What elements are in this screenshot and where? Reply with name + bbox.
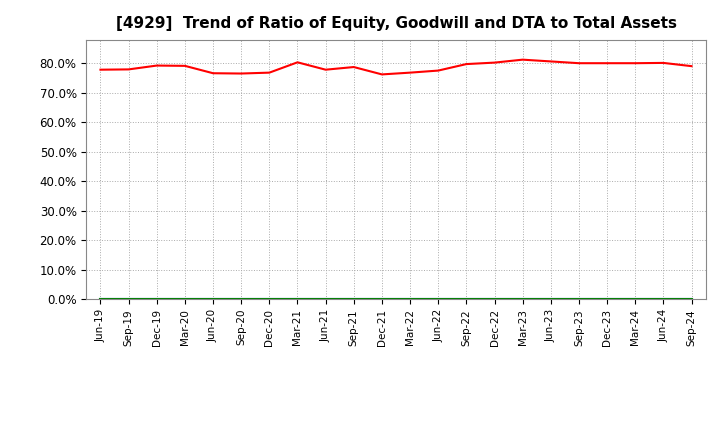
Goodwill bbox=[237, 297, 246, 302]
Equity bbox=[153, 63, 161, 68]
Equity bbox=[434, 68, 443, 73]
Equity bbox=[603, 61, 611, 66]
Deferred Tax Assets bbox=[603, 297, 611, 302]
Equity bbox=[321, 67, 330, 72]
Deferred Tax Assets bbox=[265, 297, 274, 302]
Deferred Tax Assets bbox=[125, 297, 133, 302]
Goodwill bbox=[518, 297, 527, 302]
Goodwill bbox=[546, 297, 555, 302]
Equity bbox=[490, 60, 499, 65]
Equity bbox=[265, 70, 274, 75]
Deferred Tax Assets bbox=[181, 297, 189, 302]
Deferred Tax Assets bbox=[659, 297, 667, 302]
Equity bbox=[462, 62, 471, 67]
Deferred Tax Assets bbox=[321, 297, 330, 302]
Title: [4929]  Trend of Ratio of Equity, Goodwill and DTA to Total Assets: [4929] Trend of Ratio of Equity, Goodwil… bbox=[115, 16, 677, 32]
Deferred Tax Assets bbox=[631, 297, 639, 302]
Equity bbox=[237, 71, 246, 76]
Deferred Tax Assets bbox=[687, 297, 696, 302]
Equity bbox=[349, 64, 358, 70]
Equity bbox=[209, 70, 217, 76]
Deferred Tax Assets bbox=[153, 297, 161, 302]
Equity bbox=[293, 60, 302, 65]
Line: Equity: Equity bbox=[101, 60, 691, 74]
Deferred Tax Assets bbox=[349, 297, 358, 302]
Equity bbox=[575, 61, 583, 66]
Goodwill bbox=[293, 297, 302, 302]
Equity bbox=[659, 60, 667, 66]
Equity bbox=[406, 70, 415, 75]
Deferred Tax Assets bbox=[293, 297, 302, 302]
Goodwill bbox=[125, 297, 133, 302]
Equity bbox=[687, 63, 696, 69]
Goodwill bbox=[631, 297, 639, 302]
Goodwill bbox=[687, 297, 696, 302]
Goodwill bbox=[181, 297, 189, 302]
Goodwill bbox=[462, 297, 471, 302]
Goodwill bbox=[377, 297, 386, 302]
Deferred Tax Assets bbox=[546, 297, 555, 302]
Goodwill bbox=[265, 297, 274, 302]
Deferred Tax Assets bbox=[209, 297, 217, 302]
Deferred Tax Assets bbox=[434, 297, 443, 302]
Equity bbox=[96, 67, 105, 72]
Goodwill bbox=[321, 297, 330, 302]
Equity bbox=[546, 59, 555, 64]
Goodwill bbox=[349, 297, 358, 302]
Equity bbox=[125, 67, 133, 72]
Equity bbox=[631, 61, 639, 66]
Deferred Tax Assets bbox=[237, 297, 246, 302]
Deferred Tax Assets bbox=[490, 297, 499, 302]
Goodwill bbox=[490, 297, 499, 302]
Equity bbox=[377, 72, 386, 77]
Deferred Tax Assets bbox=[406, 297, 415, 302]
Deferred Tax Assets bbox=[575, 297, 583, 302]
Deferred Tax Assets bbox=[96, 297, 105, 302]
Deferred Tax Assets bbox=[518, 297, 527, 302]
Goodwill bbox=[406, 297, 415, 302]
Goodwill bbox=[153, 297, 161, 302]
Equity bbox=[181, 63, 189, 69]
Deferred Tax Assets bbox=[462, 297, 471, 302]
Goodwill bbox=[434, 297, 443, 302]
Deferred Tax Assets bbox=[377, 297, 386, 302]
Goodwill bbox=[603, 297, 611, 302]
Goodwill bbox=[209, 297, 217, 302]
Goodwill bbox=[659, 297, 667, 302]
Equity bbox=[518, 57, 527, 62]
Goodwill bbox=[575, 297, 583, 302]
Goodwill bbox=[96, 297, 105, 302]
